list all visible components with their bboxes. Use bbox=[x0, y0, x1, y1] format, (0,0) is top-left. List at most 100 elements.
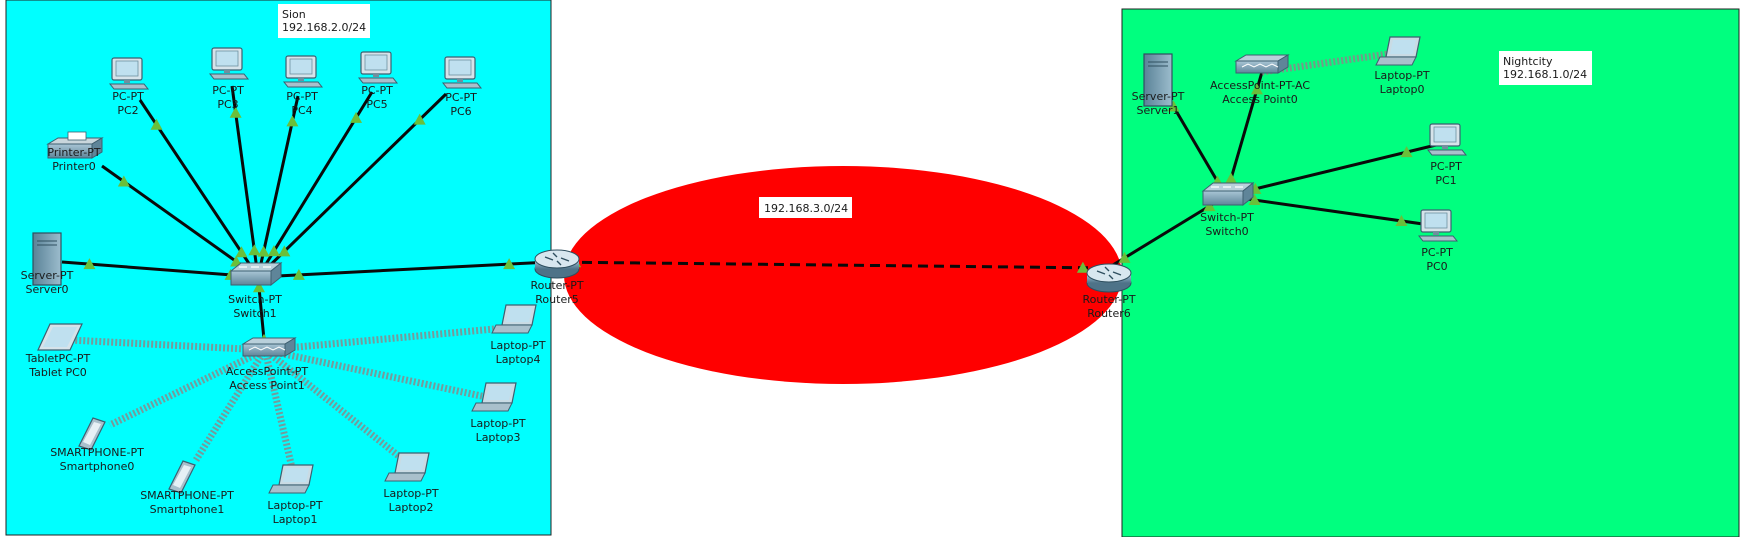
link-light-switch1-pc2-a bbox=[235, 246, 248, 258]
device-model-printer0: Printer-PT bbox=[47, 146, 100, 159]
laptop-icon bbox=[1375, 36, 1421, 66]
switch-icon bbox=[1201, 181, 1255, 207]
pc-icon bbox=[441, 56, 483, 89]
nightcity-zone-label: Nightcity 192.168.1.0/24 bbox=[1499, 51, 1592, 85]
link-light-switch1-pc3-a bbox=[248, 244, 261, 256]
device-name-smart0: Smartphone0 bbox=[60, 460, 135, 473]
device-name-server0: Server0 bbox=[25, 283, 68, 296]
device-name-router6: Router6 bbox=[1087, 307, 1130, 320]
device-model-ap1: AccessPoint-PT bbox=[226, 365, 309, 378]
device-name-pc2: PC2 bbox=[117, 104, 138, 117]
device-model-pc6: PC-PT bbox=[445, 91, 477, 104]
link-ap1-tablet0[interactable] bbox=[69, 336, 266, 354]
device-name-laptop3: Laptop3 bbox=[476, 431, 521, 444]
device-model-pc5: PC-PT bbox=[361, 84, 393, 97]
device-name-server1: Server1 bbox=[1136, 104, 1179, 117]
pc-icon bbox=[108, 57, 150, 90]
link-light-switch1-printer0-b bbox=[117, 175, 130, 187]
pc-icon bbox=[357, 51, 399, 84]
device-model-pc0: PC-PT bbox=[1421, 246, 1453, 259]
nightcity-subnet: 192.168.1.0/24 bbox=[1503, 68, 1587, 81]
sion-zone-label: Sion 192.168.2.0/24 bbox=[278, 4, 370, 38]
laptop-icon bbox=[268, 464, 314, 494]
link-light-switch1-router5-b bbox=[503, 258, 516, 270]
link-ap1-laptop1[interactable] bbox=[261, 349, 296, 469]
wan-subnet: 192.168.3.0/24 bbox=[764, 202, 848, 215]
server-icon bbox=[1143, 53, 1173, 107]
ap-icon bbox=[241, 337, 297, 357]
phone-icon bbox=[168, 460, 196, 494]
link-light-switch1-pc6-b bbox=[413, 113, 426, 125]
link-light-switch1-pc5-a bbox=[267, 245, 280, 257]
zone-nightcity bbox=[1121, 8, 1740, 537]
device-name-pc4: PC4 bbox=[291, 104, 312, 117]
device-name-pc6: PC6 bbox=[450, 105, 471, 118]
link-ap1-smart1[interactable] bbox=[193, 348, 268, 462]
link-light-switch1-pc3-b bbox=[229, 106, 242, 118]
tablet-icon bbox=[37, 323, 83, 351]
link-switch0-pc1[interactable] bbox=[1225, 143, 1437, 198]
device-name-laptop1: Laptop1 bbox=[273, 513, 318, 526]
phone-icon bbox=[78, 417, 106, 451]
link-ap1-laptop2[interactable] bbox=[262, 347, 408, 464]
link-light-router6-switch0-a bbox=[1118, 251, 1131, 263]
device-model-pc2: PC-PT bbox=[112, 90, 144, 103]
device-model-switch1: Switch-PT bbox=[228, 293, 282, 306]
device-model-pc3: PC-PT bbox=[212, 84, 244, 97]
link-light-switch1-pc4-b bbox=[286, 115, 299, 127]
link-light-switch0-server1-b bbox=[1167, 100, 1180, 112]
link-ap1-laptop3[interactable] bbox=[264, 346, 487, 401]
link-switch1-router5[interactable] bbox=[257, 260, 551, 279]
device-model-pc4: PC-PT bbox=[286, 90, 318, 103]
link-ap1-laptop4[interactable] bbox=[264, 324, 506, 354]
devices-layer: PC-PTPC2PC-PTPC3PC-PTPC4PC-PTPC5PC-PTPC6… bbox=[21, 36, 1468, 526]
device-name-laptop4: Laptop4 bbox=[496, 353, 541, 366]
link-switch1-pc3[interactable] bbox=[230, 85, 260, 278]
link-light-switch1-pc5-b bbox=[350, 111, 363, 123]
device-name-router5: Router5 bbox=[535, 293, 578, 306]
device-model-server1: Server-PT bbox=[1132, 90, 1185, 103]
link-switch0-pc0[interactable] bbox=[1225, 194, 1431, 227]
link-ap1-smart0[interactable] bbox=[108, 346, 267, 429]
device-name-pc3: PC3 bbox=[217, 98, 238, 111]
device-model-server0: Server-PT bbox=[21, 269, 74, 282]
link-switch1-server0[interactable] bbox=[61, 260, 259, 279]
link-router5-router6[interactable] bbox=[549, 260, 1109, 270]
device-name-laptop2: Laptop2 bbox=[389, 501, 434, 514]
router-icon bbox=[534, 249, 580, 279]
pc-icon bbox=[282, 55, 324, 88]
device-model-pc1: PC-PT bbox=[1430, 160, 1462, 173]
link-light-switch1-ap1-a bbox=[252, 281, 265, 293]
link-light-switch1-pc4-a bbox=[257, 245, 270, 257]
device-name-switch0: Switch0 bbox=[1205, 225, 1248, 238]
server-icon bbox=[32, 232, 62, 286]
pc-icon bbox=[1426, 123, 1468, 156]
device-model-tablet0: TabletPC-PT bbox=[25, 352, 91, 365]
device-model-laptop3: Laptop-PT bbox=[470, 417, 525, 430]
printer-icon bbox=[46, 131, 104, 159]
